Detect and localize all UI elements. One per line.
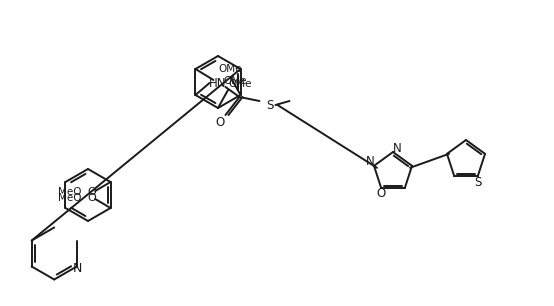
Text: N: N xyxy=(366,155,375,168)
Text: MeO: MeO xyxy=(58,187,81,197)
Text: O: O xyxy=(216,115,225,129)
Text: N: N xyxy=(393,141,402,155)
Text: HN: HN xyxy=(209,76,226,89)
Text: S: S xyxy=(474,176,481,189)
Text: O: O xyxy=(88,187,96,197)
Text: OMe: OMe xyxy=(223,76,247,86)
Text: O: O xyxy=(88,193,96,203)
Text: MeO: MeO xyxy=(58,193,81,203)
Text: OMe: OMe xyxy=(228,79,252,89)
Text: OMe: OMe xyxy=(219,64,242,74)
Text: O: O xyxy=(377,187,386,200)
Text: S: S xyxy=(266,99,273,111)
Text: N: N xyxy=(73,262,83,275)
